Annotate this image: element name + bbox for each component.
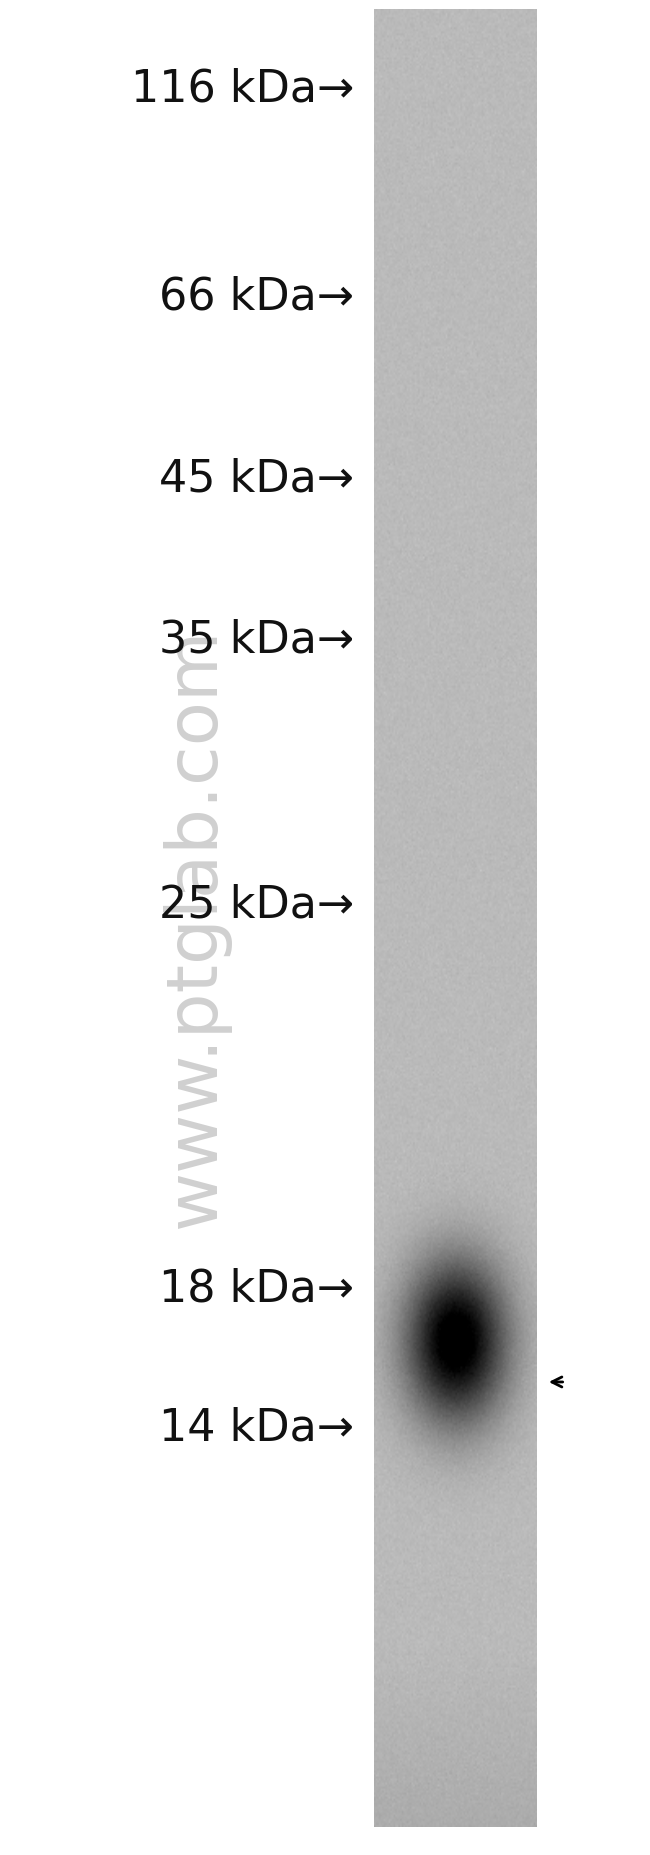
- Text: 35 kDa→: 35 kDa→: [159, 618, 354, 662]
- Text: 66 kDa→: 66 kDa→: [159, 275, 354, 319]
- Text: 25 kDa→: 25 kDa→: [159, 883, 354, 928]
- Text: 18 kDa→: 18 kDa→: [159, 1267, 354, 1311]
- Text: 14 kDa→: 14 kDa→: [159, 1406, 354, 1451]
- Text: www.ptglab.com: www.ptglab.com: [161, 627, 229, 1228]
- Text: 45 kDa→: 45 kDa→: [159, 456, 354, 501]
- Text: 116 kDa→: 116 kDa→: [131, 67, 354, 111]
